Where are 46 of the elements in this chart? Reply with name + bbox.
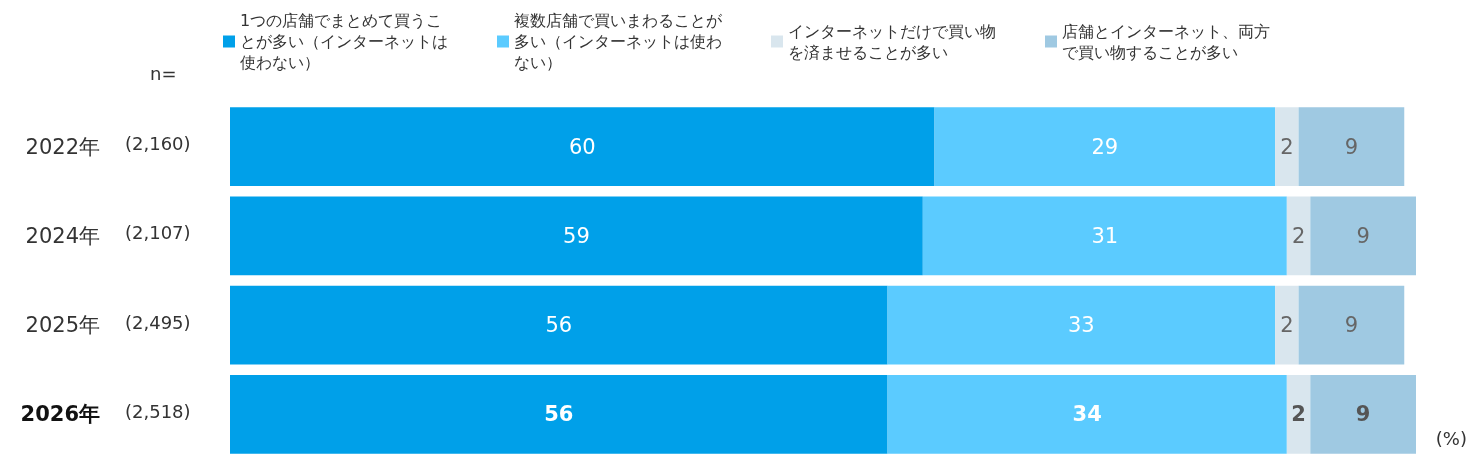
bar — [887, 375, 1287, 454]
y-tick-label: 2025年 — [25, 313, 100, 338]
data-label: 2 — [1280, 134, 1294, 159]
text: (2,495) — [125, 311, 191, 333]
bar — [1298, 107, 1405, 186]
data-label: 33 — [1067, 313, 1095, 338]
bar — [230, 196, 923, 276]
bar — [922, 196, 1287, 276]
data-label: 34 — [1072, 402, 1102, 427]
data-label: 2 — [1291, 402, 1306, 427]
bar — [1275, 107, 1299, 186]
x-axis-title: (%) — [1435, 427, 1468, 449]
text: (2,518) — [125, 400, 191, 422]
data-label: 31 — [1091, 223, 1119, 248]
legend-label: 店舗とインターネット、両方で買い物することが多い — [1062, 21, 1270, 62]
data-label: 56 — [544, 402, 574, 427]
bar — [1310, 375, 1416, 454]
data-label: 2 — [1291, 223, 1306, 248]
text: n= — [150, 62, 177, 84]
y-tick-label: 2026年 — [20, 402, 100, 427]
y-tick-label: 2024年 — [25, 223, 100, 248]
bar — [887, 285, 1276, 365]
bar — [230, 107, 935, 186]
text: (2,107) — [125, 222, 191, 244]
bar — [1286, 375, 1311, 454]
data-label: 29 — [1091, 134, 1119, 159]
legend-label: 複数店舗で買いまわることが多い（インターネットは使わない） — [514, 11, 723, 72]
bar — [230, 285, 888, 365]
legend-label: インターネットだけで買い物を済ませることが多い — [788, 21, 996, 62]
y-tick-label: 2022年 — [25, 134, 100, 159]
bar — [1286, 196, 1311, 276]
data-label: 9 — [1344, 134, 1359, 159]
bar — [1310, 196, 1416, 276]
data-label: 9 — [1344, 313, 1359, 338]
data-label: 60 — [568, 134, 596, 159]
data-label: 9 — [1356, 223, 1370, 248]
bar — [1298, 285, 1405, 365]
data-label: 2 — [1280, 313, 1294, 338]
text: (2,160) — [125, 133, 191, 155]
data-label: 9 — [1355, 402, 1371, 427]
bar — [230, 375, 888, 454]
data-label: 59 — [563, 223, 590, 248]
bar — [934, 107, 1276, 186]
data-label: 56 — [545, 313, 573, 338]
legend-label: 1つの店舗でまとめて買うことが多い（インターネットは使わない） — [240, 11, 448, 72]
bar — [1275, 285, 1299, 365]
